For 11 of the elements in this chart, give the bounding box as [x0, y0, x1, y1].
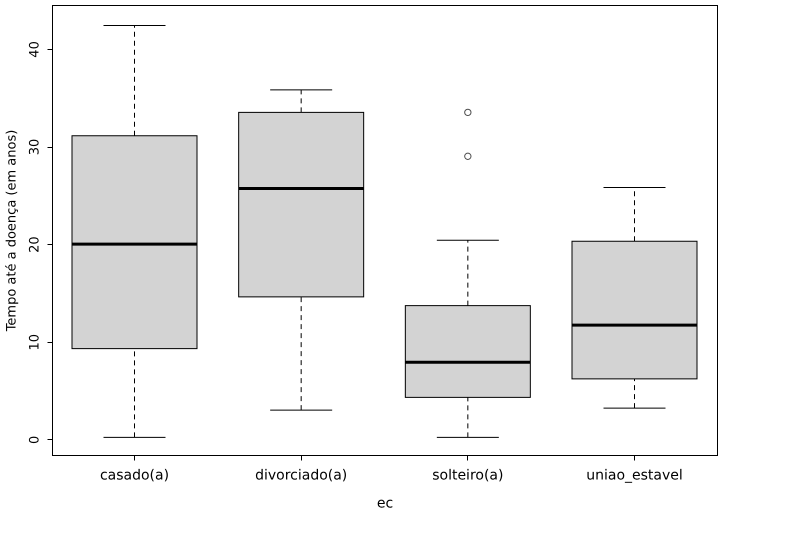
- x-tick-label: uniao_estavel: [586, 468, 683, 484]
- x-tick-label: casado(a): [100, 468, 170, 484]
- y-tick-label: 10: [28, 334, 42, 351]
- y-tick-label: 30: [28, 138, 42, 156]
- y-tick-label: 40: [28, 41, 42, 58]
- y-tick-label: 20: [28, 236, 42, 253]
- x-tick-label: solteiro(a): [432, 468, 504, 484]
- x-tick-label: divorciado(a): [255, 468, 348, 484]
- y-axis-title: Tempo até a doença (em anos): [4, 130, 20, 332]
- x-axis-title: ec: [376, 496, 394, 512]
- y-tick-label: 0: [28, 436, 42, 444]
